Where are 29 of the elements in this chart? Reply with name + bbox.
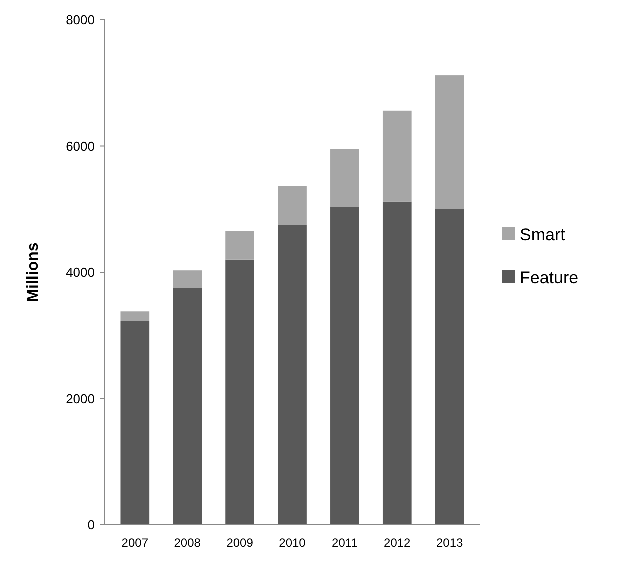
bar xyxy=(120,312,150,322)
bar xyxy=(120,321,150,525)
legend-label: Feature xyxy=(520,268,579,288)
x-tick-label: 2011 xyxy=(332,536,358,550)
bar xyxy=(226,231,254,260)
y-tick-label: 6000 xyxy=(66,138,95,154)
bar xyxy=(382,202,412,525)
x-tick-label: 2010 xyxy=(279,536,306,550)
bar xyxy=(173,288,202,525)
x-tick-label: 2012 xyxy=(384,536,412,550)
y-tick-label: 0 xyxy=(88,518,95,533)
bar xyxy=(382,110,412,202)
x-tick-label: 2007 xyxy=(122,536,149,550)
bar xyxy=(330,149,360,208)
x-tick-label: 2013 xyxy=(436,536,464,550)
legend-label: Smart xyxy=(520,225,566,244)
bar xyxy=(278,186,307,226)
y-tick-label: 2000 xyxy=(66,391,95,406)
bar xyxy=(173,270,202,288)
bar xyxy=(226,260,254,525)
x-tick-label: 2009 xyxy=(226,536,254,550)
bar xyxy=(435,76,464,210)
bar xyxy=(435,209,464,525)
y-axis-title: Millions xyxy=(25,242,42,302)
x-tick-label: 2008 xyxy=(174,536,202,550)
y-tick-label: 8000 xyxy=(66,12,95,28)
y-tick-label: 4000 xyxy=(66,265,95,280)
bar xyxy=(278,225,307,525)
bar xyxy=(330,207,360,525)
